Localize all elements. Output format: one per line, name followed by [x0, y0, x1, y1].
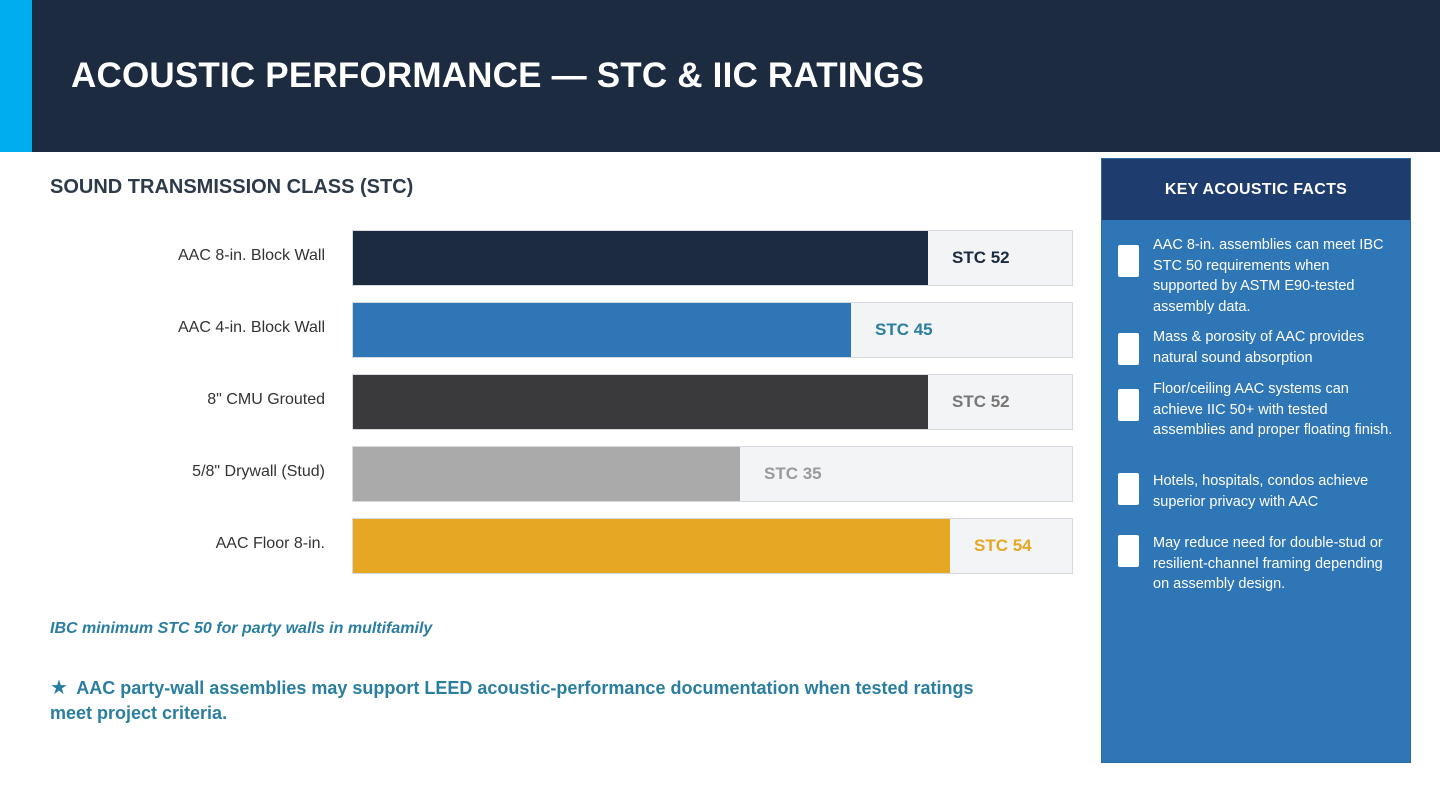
bar-category-label: AAC 8-in. Block Wall	[178, 247, 325, 264]
bar-category-label: AAC 4-in. Block Wall	[178, 319, 325, 336]
ibc-note: IBC minimum STC 50 for party walls in mu…	[50, 620, 433, 637]
bar-category-label: AAC Floor 8-in.	[215, 535, 325, 552]
checkbox-icon	[1118, 333, 1139, 365]
checkbox-icon	[1118, 245, 1139, 277]
header-bar: ACOUSTIC PERFORMANCE — STC & IIC RATINGS	[0, 0, 1440, 152]
bar	[353, 303, 851, 357]
bar-track: STC 52	[352, 230, 1073, 286]
bar-track: STC 52	[352, 374, 1073, 430]
page-title: ACOUSTIC PERFORMANCE — STC & IIC RATINGS	[71, 56, 925, 95]
bar-value-label: STC 52	[952, 392, 1010, 411]
checkbox-icon	[1118, 535, 1139, 567]
leed-callout-text: AAC party-wall assemblies may support LE…	[50, 678, 974, 723]
fact-text: May reduce need for double-stud or resil…	[1153, 535, 1383, 592]
key-facts-panel: KEY ACOUSTIC FACTS AAC 8-in. assemblies …	[1101, 158, 1411, 763]
checkbox-icon	[1118, 473, 1139, 505]
bar-track: STC 45	[352, 302, 1073, 358]
key-facts-title: KEY ACOUSTIC FACTS	[1164, 180, 1348, 198]
chart-title: SOUND TRANSMISSION CLASS (STC)	[50, 176, 414, 198]
bar	[353, 231, 928, 285]
bar-value-label: STC 45	[875, 320, 933, 339]
bar-category-label: 8" CMU Grouted	[207, 391, 325, 408]
fact-text: Floor/ceiling AAC systems can achieve II…	[1153, 381, 1393, 438]
fact-text: AAC 8-in. assemblies can meet IBC STC 50…	[1153, 237, 1384, 315]
star-icon: ★	[50, 677, 68, 699]
stc-bar-chart: AAC 8-in. Block Wall STC 52 AAC 4-in. Bloc…	[0, 220, 1090, 590]
leed-callout: ★ AAC party-wall assemblies may support …	[50, 676, 1010, 726]
bar	[353, 447, 740, 501]
key-facts-header: KEY ACOUSTIC FACTS	[1102, 159, 1410, 220]
bar-track: STC 35	[352, 446, 1073, 502]
bar-value-label: STC 52	[952, 248, 1010, 267]
bar	[353, 375, 928, 429]
bar-track: STC 54	[352, 518, 1073, 574]
fact-text: Hotels, hospitals, condos achieve superi…	[1153, 473, 1369, 510]
bar-value-label: STC 35	[764, 464, 822, 483]
bar-value-label: STC 54	[974, 536, 1032, 555]
bar-category-label: 5/8" Drywall (Stud)	[192, 463, 325, 480]
header-accent-stripe	[0, 0, 32, 152]
checkbox-icon	[1118, 389, 1139, 421]
bar	[353, 519, 950, 573]
fact-text: Mass & porosity of AAC provides natural …	[1153, 329, 1365, 366]
